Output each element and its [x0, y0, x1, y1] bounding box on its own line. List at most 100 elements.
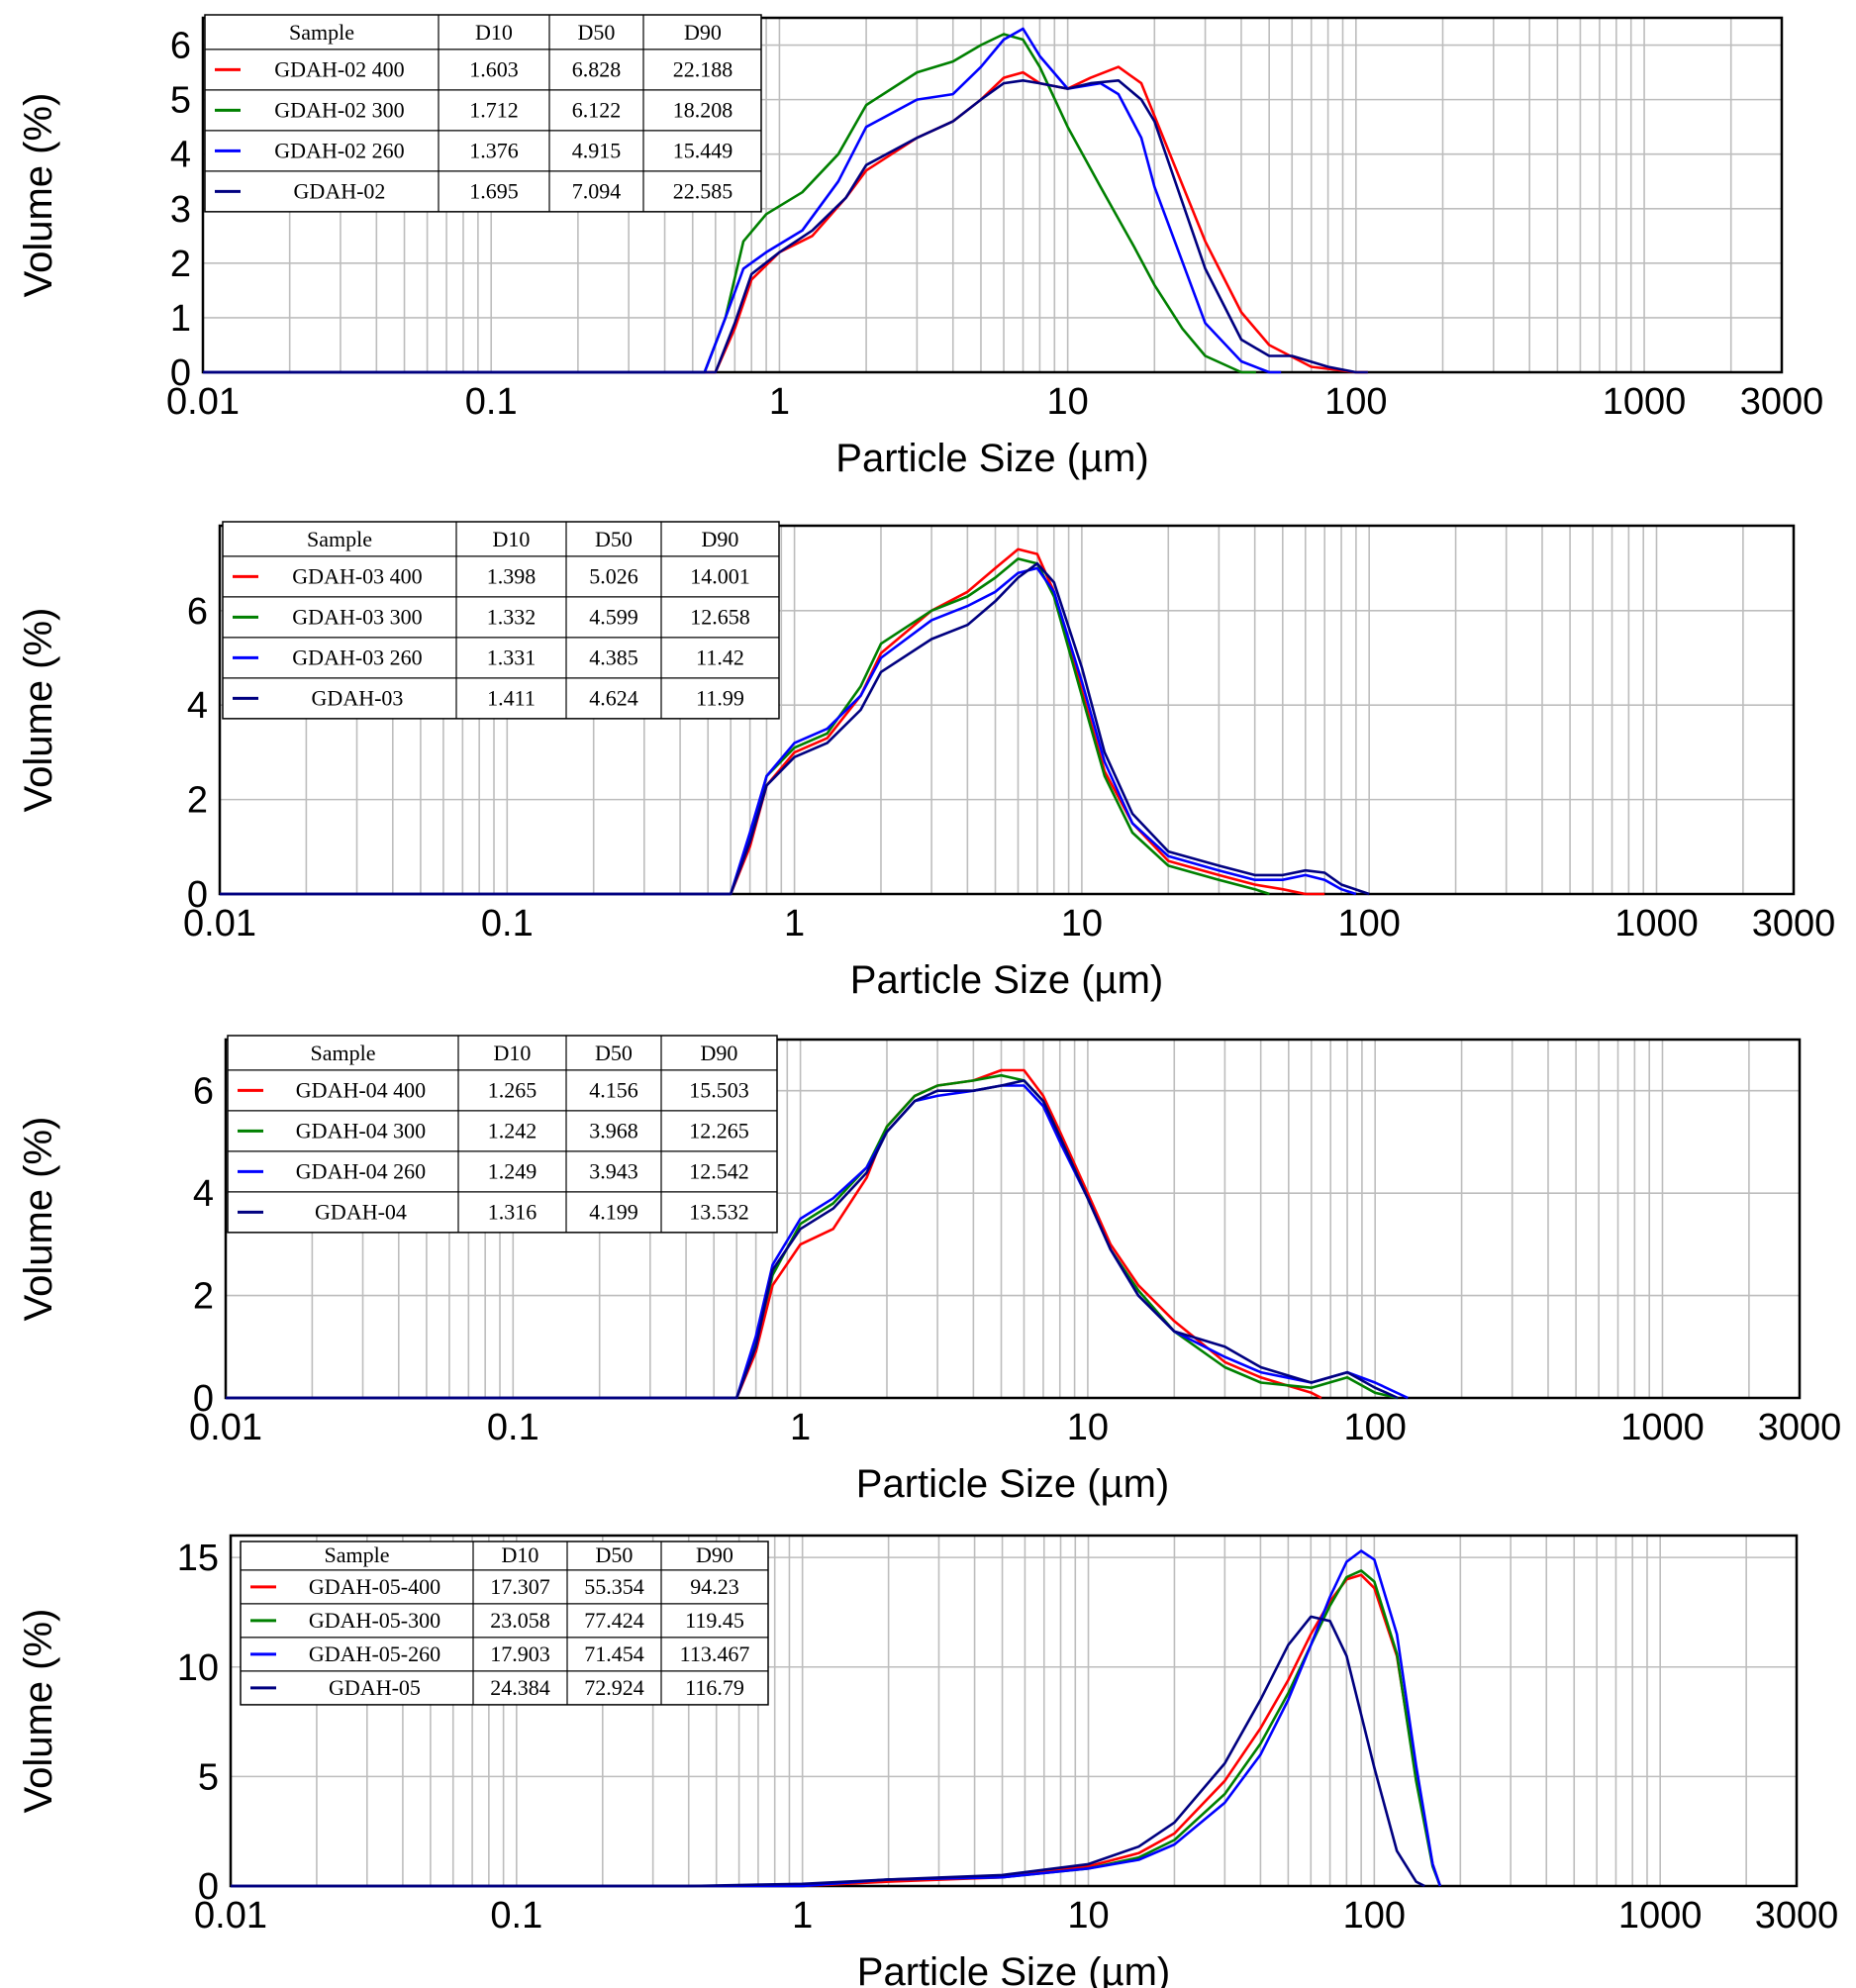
legend-d90-value: 22.188 — [673, 56, 733, 81]
x-tick-label: 10 — [1067, 1895, 1109, 1937]
y-tick-label: 5 — [170, 80, 191, 122]
y-tick-label: 1 — [170, 298, 191, 340]
plot-frame — [224, 1038, 1802, 1400]
legend-sample-name: GDAH-02 400 — [274, 56, 404, 81]
legend-d90-value: 15.449 — [673, 138, 733, 162]
y-tick-label: 0 — [170, 352, 191, 394]
legend-header: Sample — [307, 527, 372, 551]
y-axis-title: Volume (%) — [17, 1609, 60, 1814]
x-tick-label: 100 — [1343, 1895, 1406, 1937]
chart-panel-3: 0.01 0.1 1 10 100 1000 3000 0 2 4 6 Particle Size (… — [17, 1035, 1842, 1506]
y-tick-label: 6 — [170, 26, 191, 67]
legend-header: D50 — [596, 1542, 634, 1567]
legend-sample-name: GDAH-02 — [294, 178, 386, 203]
x-tick-label: 100 — [1324, 381, 1387, 423]
legend-sample-name: GDAH-04 — [315, 1199, 407, 1224]
legend-d50-value: 3.968 — [589, 1118, 638, 1143]
series-line-2 — [203, 33, 1256, 374]
legend-d10-value: 1.331 — [487, 645, 537, 669]
series-line-4 — [231, 1615, 1425, 1888]
legend-d50-value: 7.094 — [572, 178, 622, 203]
series-line-4 — [220, 561, 1370, 896]
x-tick-label: 3000 — [1758, 1407, 1842, 1448]
y-tick-label: 5 — [198, 1756, 219, 1798]
legend-sample-name: GDAH-03 — [312, 685, 404, 710]
x-axis-title: Particle Size (µm) — [857, 1950, 1170, 1988]
x-tick-label: 1000 — [1614, 903, 1699, 944]
series-line-3 — [226, 1084, 1409, 1400]
x-tick-label: 1000 — [1618, 1895, 1703, 1937]
x-tick-label: 10 — [1067, 1407, 1109, 1448]
legend-header: D90 — [702, 527, 739, 551]
x-tick-label: 100 — [1337, 903, 1400, 944]
x-tick-label: 10 — [1046, 381, 1088, 423]
legend-d50-value: 4.599 — [589, 604, 638, 629]
x-tick-label: 1 — [792, 1895, 813, 1937]
legend-d90-value: 12.542 — [689, 1158, 749, 1183]
legend-d10-value: 1.695 — [469, 178, 519, 203]
x-tick-label: 0.1 — [487, 1407, 539, 1448]
legend-d90-value: 13.532 — [689, 1199, 749, 1224]
legend-d90-value: 18.208 — [673, 97, 733, 122]
legend-d90-value: 12.265 — [689, 1118, 749, 1143]
legend-box — [204, 14, 762, 213]
y-tick-label: 0 — [193, 1378, 214, 1420]
legend-d90-value: 119.45 — [685, 1608, 744, 1633]
x-tick-label: 0.1 — [481, 903, 534, 944]
plot-frame — [218, 524, 1796, 896]
legend-d50-value: 77.424 — [584, 1608, 644, 1633]
legend-sample-name: GDAH-02 260 — [274, 138, 404, 162]
legend-d10-value: 1.265 — [488, 1077, 537, 1102]
legend-sample-name: GDAH-03 260 — [292, 645, 422, 669]
y-axis-title: Volume (%) — [17, 608, 60, 813]
legend-sample-name: GDAH-05-400 — [309, 1574, 440, 1599]
x-tick-label: 1 — [790, 1407, 811, 1448]
legend-d90-value: 14.001 — [690, 563, 750, 588]
x-tick-label: 0.1 — [465, 381, 518, 423]
legend-table: Sample D10 D50 D90 GDAH-03 400 1.398 5.026 14.0… — [222, 521, 780, 720]
legend-d50-value: 4.915 — [572, 138, 622, 162]
y-axis-title: Volume (%) — [17, 93, 60, 298]
series-line-1 — [220, 547, 1325, 896]
chart-panel-4: 0.01 0.1 1 10 100 1000 3000 0 5 10 15 Particle Size… — [17, 1534, 1839, 1988]
x-tick-label: 3000 — [1755, 1895, 1839, 1937]
plot-frame — [229, 1534, 1799, 1888]
y-tick-label: 2 — [170, 244, 191, 285]
legend-header: Sample — [325, 1542, 390, 1567]
legend-header: D10 — [475, 20, 513, 45]
series-line-3 — [220, 566, 1357, 896]
chart-panel-1: 0.01 0.1 1 10 100 1000 3000 0 1 2 3 4 5 6 Particle Siz… — [17, 14, 1823, 480]
y-axis-title: Volume (%) — [17, 1117, 60, 1322]
legend-sample-name: GDAH-04 300 — [296, 1118, 426, 1143]
x-tick-label: 0.01 — [166, 381, 240, 423]
y-tick-label: 10 — [177, 1647, 219, 1689]
y-tick-label: 2 — [187, 780, 208, 822]
legend-d50-value: 4.199 — [589, 1199, 638, 1224]
legend-sample-name: GDAH-04 260 — [296, 1158, 426, 1183]
legend-d10-value: 1.249 — [488, 1158, 537, 1183]
legend-sample-name: GDAH-05-260 — [309, 1641, 440, 1666]
legend-d90-value: 11.99 — [696, 685, 744, 710]
legend-header: D50 — [578, 20, 616, 45]
legend-sample-name: GDAH-04 400 — [296, 1077, 426, 1102]
series-line-1 — [226, 1068, 1322, 1400]
legend-d10-value: 1.376 — [469, 138, 519, 162]
series-line-3 — [203, 27, 1282, 374]
legend-box — [240, 1541, 769, 1706]
x-tick-label: 1000 — [1620, 1407, 1705, 1448]
x-tick-label: 0.01 — [189, 1407, 262, 1448]
x-tick-label: 0.1 — [490, 1895, 542, 1937]
legend-header: D50 — [595, 1041, 633, 1065]
legend-header: D90 — [684, 20, 722, 45]
legend-d10-value: 1.242 — [488, 1118, 537, 1143]
legend-header: D10 — [494, 1041, 532, 1065]
y-tick-label: 0 — [187, 874, 208, 916]
legend-d10-value: 1.316 — [488, 1199, 537, 1224]
legend-header: Sample — [311, 1041, 376, 1065]
legend-d50-value: 4.156 — [589, 1077, 638, 1102]
x-tick-label: 1 — [769, 381, 790, 423]
x-axis-title: Particle Size (µm) — [850, 958, 1163, 1002]
legend-table: Sample D10 D50 D90 GDAH-05-400 17.307 55.354 94… — [240, 1541, 769, 1706]
legend-header: Sample — [289, 20, 354, 45]
legend-sample-name: GDAH-03 400 — [292, 563, 422, 588]
